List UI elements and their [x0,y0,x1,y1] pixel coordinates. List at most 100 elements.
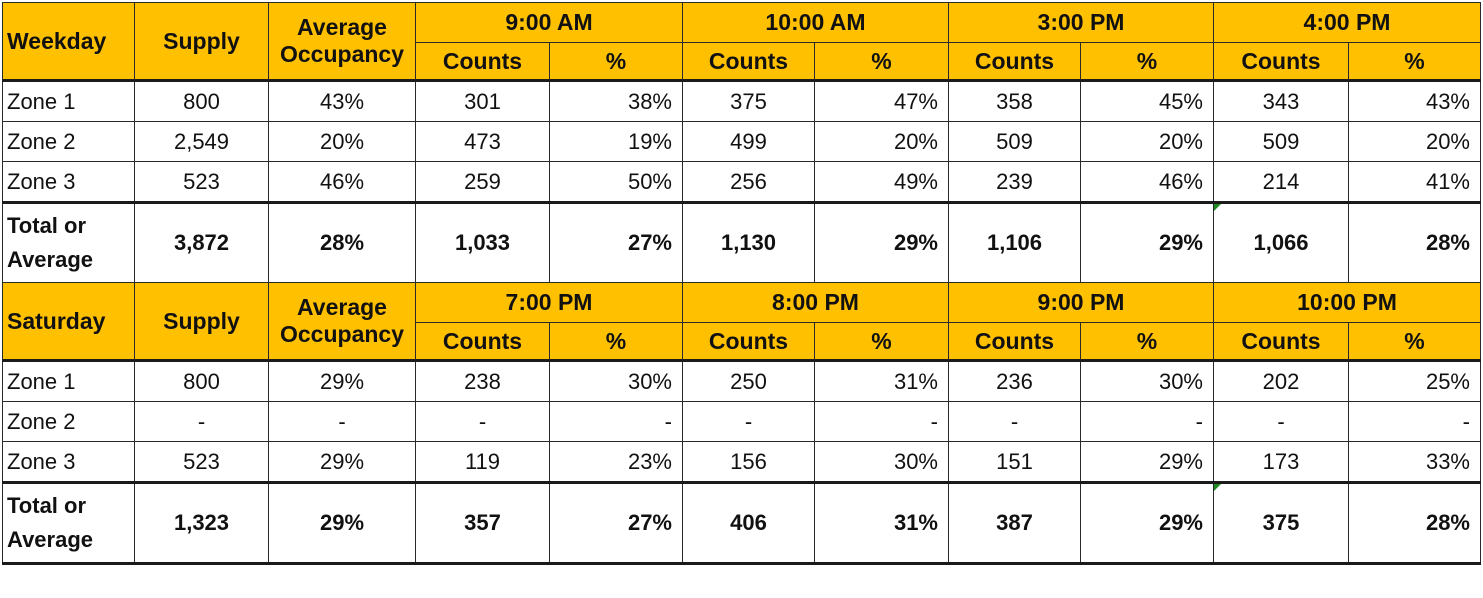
avg-occupancy-cell: - [268,401,416,442]
total-label: Total or Average [2,202,135,283]
total-percent-cell: 29% [814,202,949,283]
percent-header: % [1348,42,1481,82]
total-count-cell: 406 [682,482,815,565]
zone-cell: Zone 3 [2,441,135,484]
table-row: Zone 1 800 29% 238 30% 250 31% 236 30% 202 25% [2,360,1481,402]
percent-cell: 43% [1348,80,1481,122]
total-count-cell: 1,066 [1213,202,1349,283]
count-cell: 250 [682,360,815,402]
total-avg-cell: 28% [268,202,416,283]
total-count-cell: 387 [948,482,1081,565]
label-line: Average [7,247,94,272]
time-header: 9:00 AM [415,2,683,43]
count-cell: 343 [1213,80,1349,122]
total-row: Total or Average 3,872 28% 1,033 27% 1,130 29% 1… [2,202,1481,283]
table-row: Zone 1 800 43% 301 38% 375 47% 358 45% 343 43% [2,80,1481,122]
total-supply-cell: 3,872 [134,202,269,283]
count-cell: 358 [948,80,1081,122]
count-cell: 119 [415,441,550,484]
percent-header: % [549,322,683,362]
count-cell: 499 [682,121,815,162]
count-cell: - [682,401,815,442]
percent-cell: 20% [814,121,949,162]
total-count-cell: 1,033 [415,202,550,283]
zone-cell: Zone 1 [2,80,135,122]
count-cell: - [948,401,1081,442]
label-line: Total or [7,213,87,238]
percent-cell: 47% [814,80,949,122]
percent-cell: 25% [1348,360,1481,402]
percent-cell: 19% [549,121,683,162]
section-label: Saturday [2,282,135,362]
label-line: Average [297,294,387,320]
counts-header: Counts [1213,42,1349,82]
label-line: Total or [7,493,87,518]
count-cell: 473 [415,121,550,162]
time-header: 7:00 PM [415,282,683,323]
avg-occupancy-cell: 43% [268,80,416,122]
count-cell: 202 [1213,360,1349,402]
percent-header: % [1348,322,1481,362]
percent-cell: 30% [549,360,683,402]
table-row: Zone 3 523 46% 259 50% 256 49% 239 46% 214 41% [2,161,1481,204]
zone-cell: Zone 2 [2,121,135,162]
supply-header: Supply [134,282,269,362]
percent-header: % [814,322,949,362]
avg-occupancy-cell: 29% [268,360,416,402]
count-cell: 214 [1213,161,1349,204]
total-percent-cell: 29% [1080,482,1214,565]
count-cell: 301 [415,80,550,122]
total-count-cell: 1,106 [948,202,1081,283]
total-count-cell: 1,130 [682,202,815,283]
avg-occupancy-cell: 46% [268,161,416,204]
percent-cell: 33% [1348,441,1481,484]
occupancy-table: Weekday Supply Average Occupancy 9:00 AM 10:0… [2,2,1481,565]
percent-cell: 31% [814,360,949,402]
percent-cell: 46% [1080,161,1214,204]
label-line: Occupancy [280,41,404,67]
time-header: 8:00 PM [682,282,949,323]
count-cell: - [415,401,550,442]
supply-cell: 800 [134,80,269,122]
count-cell: 239 [948,161,1081,204]
count-cell: 509 [948,121,1081,162]
total-percent-cell: 31% [814,482,949,565]
time-header: 4:00 PM [1213,2,1481,43]
table-row: Zone 2---------- [2,401,1481,442]
supply-cell: - [134,401,269,442]
count-cell: 236 [948,360,1081,402]
time-header: 3:00 PM [948,2,1214,43]
avg-occupancy-header: Average Occupancy [268,282,416,362]
count-cell: 375 [682,80,815,122]
percent-cell: 30% [1080,360,1214,402]
percent-header: % [1080,322,1214,362]
zone-cell: Zone 1 [2,360,135,402]
counts-header: Counts [682,42,815,82]
percent-cell: 50% [549,161,683,204]
count-cell: - [1213,401,1349,442]
percent-cell: 23% [549,441,683,484]
percent-cell: 41% [1348,161,1481,204]
percent-header: % [814,42,949,82]
counts-header: Counts [948,322,1081,362]
counts-header: Counts [948,42,1081,82]
total-count-cell: 357 [415,482,550,565]
supply-cell: 800 [134,360,269,402]
counts-header: Counts [682,322,815,362]
time-header: 10:00 PM [1213,282,1481,323]
count-cell: 156 [682,441,815,484]
supply-cell: 2,549 [134,121,269,162]
percent-cell: 20% [1080,121,1214,162]
percent-cell: 38% [549,80,683,122]
zone-cell: Zone 2 [2,401,135,442]
total-percent-cell: 28% [1348,202,1481,283]
avg-occupancy-header: Average Occupancy [268,2,416,82]
section-header-row: Saturday Supply Average Occupancy 7:00 PM 8:0… [2,282,1481,362]
count-cell: 173 [1213,441,1349,484]
counts-header: Counts [415,42,550,82]
zone-cell: Zone 3 [2,161,135,204]
counts-header: Counts [415,322,550,362]
supply-cell: 523 [134,441,269,484]
percent-cell: - [1348,401,1481,442]
label-line: Average [297,14,387,40]
